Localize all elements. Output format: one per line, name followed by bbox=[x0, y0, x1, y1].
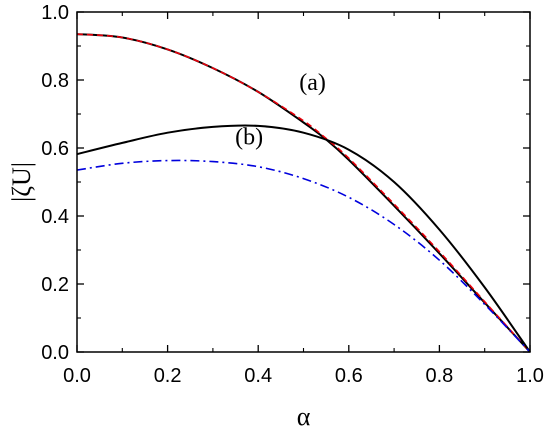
series-line-3 bbox=[76, 124, 531, 353]
y-tick-label: 0.2 bbox=[41, 274, 69, 296]
x-tick-label: 0.2 bbox=[154, 365, 182, 387]
series-layer bbox=[76, 33, 531, 353]
x-tick-label: 0.4 bbox=[244, 365, 272, 387]
plot-frame bbox=[76, 11, 531, 353]
y-tick-label: 0.8 bbox=[41, 70, 69, 92]
y-tick-label: 0.0 bbox=[41, 342, 69, 364]
series-line-2 bbox=[76, 33, 531, 353]
curve-annotation-1: (a) bbox=[299, 70, 326, 96]
y-tick-label: 1.0 bbox=[41, 2, 69, 24]
x-tick-label: 0.6 bbox=[335, 365, 363, 387]
y-tick-label: 0.4 bbox=[41, 206, 69, 228]
x-tick-label: 0.8 bbox=[425, 365, 453, 387]
x-tick-label: 1.0 bbox=[516, 365, 544, 387]
curve-annotation-2: (b) bbox=[235, 125, 263, 151]
y-axis-label: |ζU| bbox=[7, 162, 36, 202]
y-tick-label: 0.6 bbox=[41, 138, 69, 160]
x-axis-label: α bbox=[297, 402, 311, 431]
x-tick-label: 0.0 bbox=[63, 365, 91, 387]
tick-labels-layer: 0.0 0.2 0.4 0.6 0.8 1.0 0.0 0.2 0.4 0.6 0.8 1.0 bbox=[41, 2, 544, 387]
series-line-4 bbox=[76, 159, 531, 353]
ticks-layer bbox=[76, 11, 531, 353]
annotations-layer: (a) (b) bbox=[235, 70, 326, 150]
